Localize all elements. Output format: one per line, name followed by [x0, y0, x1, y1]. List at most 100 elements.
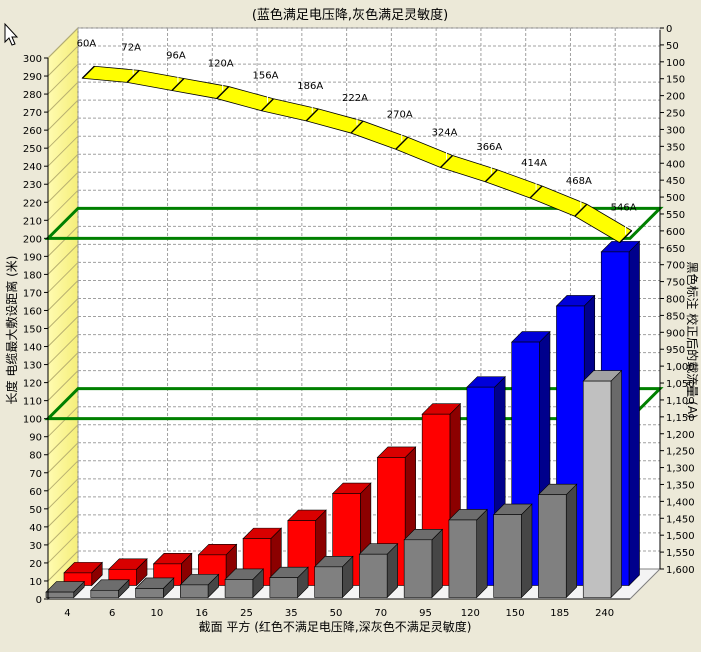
y-tick-label: 50 — [29, 505, 42, 516]
y2-tick-label: 400 — [666, 159, 685, 170]
y-tick-label: 180 — [23, 270, 42, 281]
y-tick-label: 80 — [29, 451, 42, 462]
y2-tick-label: 1,050 — [666, 379, 695, 390]
y-tick-label: 170 — [23, 288, 42, 299]
y2-tick-label: 450 — [666, 176, 685, 187]
y2-tick-label: 300 — [666, 125, 685, 136]
bar-distance-sensitivity-front — [493, 514, 522, 598]
grid-line-side — [47, 99, 79, 131]
y2-tick-label: 1,400 — [666, 497, 695, 508]
x-tick-label: 10 — [151, 608, 164, 619]
current-label: 96A — [166, 50, 186, 61]
bar-distance-sensitivity-front — [135, 588, 164, 598]
grid-line-side — [47, 478, 79, 510]
current-marker — [305, 108, 319, 122]
current-label: 156A — [252, 71, 278, 82]
x-tick-label: 25 — [240, 608, 253, 619]
grid-line-side — [47, 424, 79, 456]
y2-tick-label: 700 — [666, 261, 685, 272]
bar-distance-sensitivity-front — [403, 539, 433, 598]
grid-line-side — [47, 496, 79, 528]
y2-tick-label: 200 — [666, 92, 685, 103]
grid-line-side — [47, 316, 79, 347]
y2-tick-label: 50 — [666, 41, 679, 52]
x-tick-label: 95 — [419, 608, 432, 619]
bar-distance-sensitivity-front — [538, 494, 567, 598]
bar-distance-sensitivity-side — [610, 369, 622, 599]
y-tick-label: 30 — [29, 541, 42, 552]
bar-distance-sensitivity-front — [269, 577, 298, 598]
x-tick-label: 120 — [461, 608, 480, 619]
current-label: 414A — [521, 158, 547, 169]
bar-distance-sensitivity — [448, 508, 488, 599]
current-marker — [350, 120, 364, 134]
bar-distance-sensitivity-side — [476, 508, 488, 599]
bar-distance-sensitivity-front — [45, 591, 75, 598]
grid-line-side — [47, 135, 79, 167]
y2-tick-label: 500 — [666, 193, 685, 204]
y2-tick-label: 1,100 — [666, 396, 695, 407]
bar-distance-sensitivity-front — [314, 566, 343, 598]
bar-distance-sensitivity-front — [359, 553, 388, 598]
y-tick-label: 280 — [23, 90, 42, 101]
x-tick-label: 35 — [285, 608, 298, 619]
y-tick-label: 70 — [29, 469, 42, 480]
bar-distance-sensitivity — [179, 573, 220, 599]
current-marker — [216, 86, 230, 100]
bar-distance-sensitivity — [90, 579, 130, 599]
current-marker — [619, 230, 633, 244]
chart-title: (蓝色满足电压降,灰色满足灵敏度) — [252, 7, 448, 23]
y-tick-label: 40 — [29, 523, 42, 534]
y-tick-label: 270 — [23, 108, 42, 119]
y2-tick-label: 250 — [666, 109, 685, 120]
y2-tick-label: 1,450 — [666, 514, 695, 525]
y-tick-label: 190 — [23, 252, 42, 263]
y2-tick-label: 1,200 — [666, 430, 695, 441]
y2-tick-label: 550 — [666, 210, 685, 221]
bar-distance-sensitivity — [224, 568, 265, 599]
bar-distance-voltage — [242, 527, 283, 587]
current-marker — [81, 65, 95, 79]
bar-distance-sensitivity — [134, 577, 175, 599]
bar-distance-sensitivity — [45, 580, 85, 599]
y2-tick-label: 900 — [666, 328, 685, 339]
bar-distance-sensitivity-front — [180, 584, 209, 598]
y-tick-label: 160 — [23, 306, 42, 317]
bars-layer — [45, 240, 641, 599]
y2-tick-label: 150 — [666, 75, 685, 86]
current-marker — [440, 155, 454, 169]
grid-line-side — [47, 550, 79, 582]
grid-line-side — [47, 81, 79, 113]
bar-distance-sensitivity — [537, 483, 578, 599]
y2-tick-label: 0 — [666, 24, 672, 35]
grid-line-side — [47, 63, 79, 95]
grid-line-side — [47, 153, 79, 185]
y2-tick-label: 1,600 — [666, 565, 695, 576]
x-tick-label: 150 — [506, 608, 525, 619]
y-tick-label: 90 — [29, 433, 42, 444]
grid-line-side — [47, 298, 79, 329]
current-label: 72A — [121, 42, 141, 53]
bar-distance-sensitivity-side — [521, 503, 533, 599]
bar-distance-sensitivity-side — [565, 483, 578, 599]
current-label: 120A — [208, 59, 234, 70]
grid-line-side — [47, 532, 79, 564]
y-tick-label: 210 — [23, 216, 42, 227]
grid-line-side — [47, 117, 79, 149]
y-tick-label: 200 — [23, 234, 42, 245]
grid-line-side — [47, 262, 79, 293]
current-label: 546A — [611, 203, 637, 214]
axes-layer: 0102030405060708090100110120130140150160… — [23, 24, 695, 619]
y2-tick-label: 350 — [666, 142, 685, 153]
bar-distance-sensitivity-front — [90, 589, 119, 598]
grid-line-side — [47, 27, 79, 59]
y2-tick-label: 1,500 — [666, 531, 695, 542]
bar-distance-voltage — [63, 561, 103, 587]
current-marker — [395, 136, 409, 150]
bar-distance-sensitivity-side — [431, 528, 443, 599]
current-label: 186A — [297, 81, 323, 92]
y-tick-label: 20 — [29, 559, 42, 570]
current-marker — [484, 169, 498, 183]
